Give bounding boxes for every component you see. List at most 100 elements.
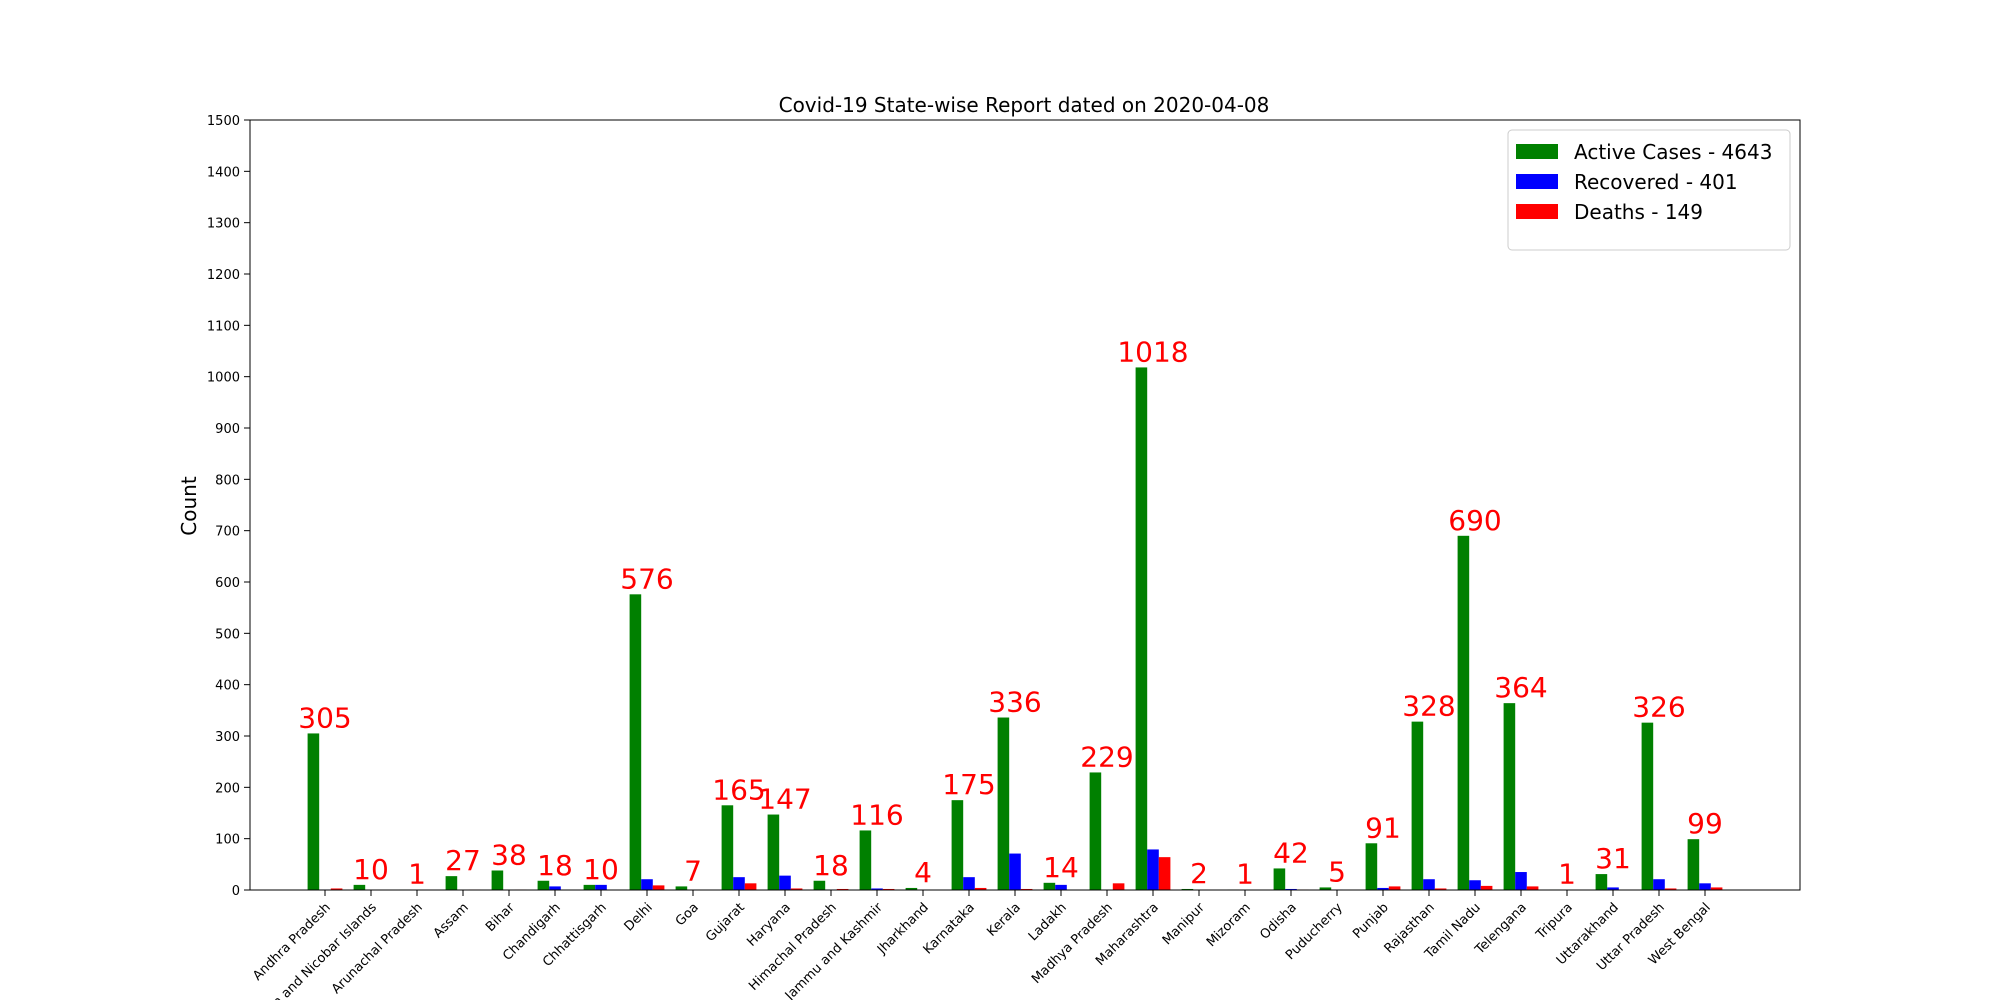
bar-active <box>951 800 964 890</box>
bar-active <box>905 887 918 890</box>
data-label: 14 <box>1043 851 1079 884</box>
bar-deaths <box>652 885 665 890</box>
bar-deaths <box>790 888 803 890</box>
data-label: 31 <box>1595 842 1631 875</box>
y-axis-label: Count <box>177 476 201 536</box>
data-label: 229 <box>1080 740 1133 773</box>
data-label: 18 <box>537 849 573 882</box>
data-label: 1 <box>408 857 426 890</box>
data-label: 91 <box>1365 811 1401 844</box>
bar-recovered <box>733 877 745 890</box>
data-label: 10 <box>583 853 619 886</box>
legend-label: Deaths - 149 <box>1574 200 1703 224</box>
y-tick-label: 900 <box>215 422 240 437</box>
y-tick-label: 500 <box>215 627 240 642</box>
bar-deaths <box>974 887 987 890</box>
bar-active <box>813 880 826 890</box>
bar-recovered <box>1423 879 1435 890</box>
y-tick-label: 300 <box>215 730 240 745</box>
bar-recovered <box>1055 884 1067 890</box>
bar-active <box>1411 721 1424 890</box>
data-label: 305 <box>298 701 351 734</box>
y-tick-label: 100 <box>215 833 240 848</box>
data-label: 18 <box>813 849 849 882</box>
bar-active <box>859 830 872 890</box>
data-label: 4 <box>914 856 932 889</box>
data-label: 42 <box>1273 836 1309 869</box>
bar-deaths <box>1526 886 1539 890</box>
bar-active <box>1319 887 1332 890</box>
bar-active <box>997 717 1010 890</box>
legend-label: Active Cases - 4643 <box>1574 140 1772 164</box>
bar-recovered <box>641 879 653 890</box>
bar-recovered <box>963 877 975 890</box>
bar-recovered <box>779 875 791 890</box>
bar-active <box>1641 722 1654 890</box>
bar-deaths <box>1480 885 1493 890</box>
data-label: 5 <box>1328 855 1346 888</box>
legend: Active Cases - 4643 Recovered - 401 Deaths… <box>1507 129 1791 251</box>
bar-recovered <box>1009 853 1021 890</box>
y-tick-label: 700 <box>215 525 240 540</box>
y-tick-label: 800 <box>215 473 240 488</box>
data-label: 165 <box>712 773 765 806</box>
bar-active <box>629 594 642 890</box>
bar-active <box>1089 772 1102 890</box>
bar-active <box>721 805 734 890</box>
bar-recovered <box>549 886 561 890</box>
data-label: 99 <box>1687 807 1723 840</box>
data-label: 7 <box>684 854 702 887</box>
bar-active <box>1687 839 1700 890</box>
data-label: 38 <box>491 838 527 871</box>
bar-deaths <box>1112 883 1125 890</box>
legend-box <box>1507 129 1791 251</box>
bar-deaths <box>744 883 757 890</box>
bar-active <box>1365 843 1378 890</box>
legend-label: Recovered - 401 <box>1574 170 1738 194</box>
y-tick-label: 1400 <box>207 165 240 180</box>
data-label: 27 <box>445 844 481 877</box>
legend-swatch <box>1516 174 1558 189</box>
data-label: 10 <box>353 853 389 886</box>
y-tick-label: 600 <box>215 576 240 591</box>
y-tick-label: 0 <box>232 884 240 899</box>
bar-deaths <box>1664 888 1677 890</box>
bar-recovered <box>1653 879 1665 890</box>
data-label: 690 <box>1448 504 1501 537</box>
y-tick-label: 1100 <box>207 319 240 334</box>
data-label: 1 <box>1236 857 1254 890</box>
data-label: 326 <box>1632 691 1685 724</box>
bar-recovered <box>1515 872 1527 890</box>
bar-deaths <box>882 888 895 890</box>
y-tick-label: 1300 <box>207 217 240 232</box>
bar-active <box>1135 367 1148 891</box>
bar-deaths <box>1710 887 1723 890</box>
y-tick-label: 200 <box>215 781 240 796</box>
bar-recovered <box>871 888 883 890</box>
bar-recovered <box>1607 887 1619 890</box>
bar-deaths <box>1434 888 1447 890</box>
y-tick-label: 1500 <box>207 114 240 129</box>
data-label: 2 <box>1190 857 1208 890</box>
y-tick-label: 1000 <box>207 371 240 386</box>
data-label: 175 <box>942 768 995 801</box>
bar-active <box>445 876 458 890</box>
data-label: 336 <box>988 686 1041 719</box>
chart-title: Covid-19 State-wise Report dated on 2020… <box>779 93 1270 117</box>
legend-swatch <box>1516 144 1558 159</box>
bar-active <box>675 886 688 890</box>
bar-active <box>491 870 504 890</box>
bar-recovered <box>1699 883 1711 890</box>
y-tick-label: 1200 <box>207 268 240 283</box>
bar-recovered <box>1469 880 1481 890</box>
bar-recovered <box>595 884 607 890</box>
bar-active <box>583 884 596 890</box>
axes-frame <box>249 119 1801 891</box>
bar-active <box>307 733 320 890</box>
bar-active <box>1181 888 1194 890</box>
bar-recovered <box>1285 888 1297 890</box>
bar-active <box>1273 868 1286 890</box>
data-label: 1018 <box>1117 335 1188 368</box>
